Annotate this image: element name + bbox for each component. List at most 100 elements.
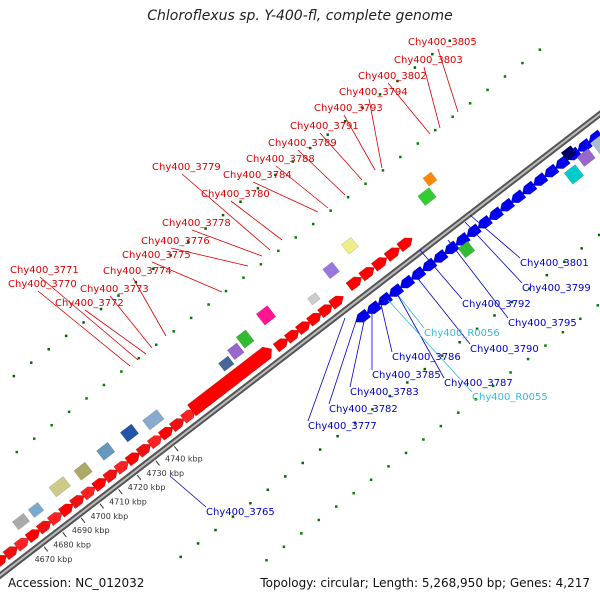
gene-label[interactable]: Chy400_3792 [462, 299, 531, 310]
gene-block [0, 554, 7, 568]
gene-block [457, 240, 476, 259]
gene-label[interactable]: Chy400_3795 [508, 318, 577, 329]
gene-label[interactable]: Chy400_3789 [268, 138, 337, 149]
gene-label[interactable]: Chy400_3779 [152, 162, 221, 173]
gene-label[interactable]: Chy400_3774 [103, 266, 172, 277]
gc-dot [434, 128, 437, 132]
gene-block [521, 180, 538, 195]
gene-block [399, 274, 416, 289]
gene-label[interactable]: Chy400_3790 [470, 344, 539, 355]
gc-dot [221, 213, 225, 217]
gene-block [272, 338, 289, 353]
leader-line [387, 82, 431, 135]
gc-dot [416, 142, 420, 145]
gene-label[interactable]: Chy400_3778 [162, 218, 231, 229]
gene-label[interactable]: Chy400_R0055 [472, 392, 548, 403]
gene-label[interactable]: Chy400_3770 [8, 279, 77, 290]
backbone-highlight [0, 112, 600, 577]
gc-dot [396, 79, 399, 83]
gc-dot [545, 273, 549, 277]
map-title: Chloroflexus sp. Y-400-fl, complete geno… [147, 8, 453, 24]
gene-label[interactable]: Chy400_3801 [520, 258, 589, 269]
gc-dot [311, 222, 315, 226]
gene-label[interactable]: Chy400_3777 [308, 421, 377, 432]
gc-dot [413, 66, 417, 69]
leader-line [275, 165, 329, 209]
gene-label[interactable]: Chy400_3799 [522, 283, 591, 294]
scale-tick-mark [80, 517, 86, 524]
gc-dot [224, 289, 228, 293]
gc-dot [371, 408, 374, 411]
genome-backbone [0, 110, 600, 580]
gc-dot [423, 367, 427, 371]
gene-block [590, 135, 600, 154]
gc-dot [509, 371, 512, 374]
gc-dot [32, 437, 36, 440]
gene-block [91, 477, 107, 492]
gc-dot [387, 465, 390, 468]
gc-dot [12, 374, 16, 378]
gene-label[interactable]: Chy400_3785 [372, 370, 441, 381]
gc-dot [117, 294, 120, 297]
gc-dot [538, 48, 542, 51]
gene-block [73, 461, 93, 481]
gene-block [307, 292, 321, 306]
gene-label[interactable]: Chy400_3771 [10, 265, 79, 276]
leader-line [169, 475, 207, 508]
leader-line [84, 309, 147, 355]
gene-block [544, 163, 560, 178]
gene-label[interactable]: Chy400_3773 [80, 284, 149, 295]
gene-label[interactable]: Chy400_3765 [206, 507, 275, 518]
gc-dot [596, 304, 600, 307]
gc-dot [451, 115, 454, 118]
gc-dot [475, 327, 479, 331]
gc-dot [440, 354, 444, 357]
gene-block [410, 265, 427, 280]
gene-label[interactable]: Chy400_3802 [358, 71, 427, 82]
leader-line [387, 299, 473, 393]
scale-tick-label: 4670 kbp [35, 555, 73, 564]
leader-line [151, 261, 223, 293]
gene-label[interactable]: Chy400_3786 [392, 352, 461, 363]
gene-label[interactable]: Chy400_3787 [444, 378, 513, 389]
gene-label[interactable]: Chy400_3783 [350, 387, 419, 398]
gene-block [35, 520, 52, 535]
gene-label[interactable]: Chy400_3782 [329, 404, 398, 415]
gene-label[interactable]: Chy400_3805 [408, 37, 477, 48]
gene-block [186, 346, 272, 417]
gc-dot [231, 515, 235, 518]
leader-line [368, 98, 383, 169]
scale-tick-label: 4680 kbp [53, 540, 91, 549]
gene-label[interactable]: Chy400_3794 [339, 87, 408, 98]
gene-label[interactable]: Chy400_3784 [223, 170, 292, 181]
gene-label[interactable]: Chy400_3776 [141, 236, 210, 247]
gene-label[interactable]: Chy400_3780 [201, 189, 270, 200]
gene-block [218, 355, 235, 372]
gene-block [24, 529, 41, 544]
gene-block [135, 443, 152, 458]
gene-label[interactable]: Chy400_3791 [290, 121, 359, 132]
gene-block [146, 435, 163, 450]
gc-dot [179, 555, 182, 559]
gc-dot [282, 545, 286, 549]
gene-label[interactable]: Chy400_R0056 [424, 328, 500, 339]
leader-line [379, 299, 393, 353]
gene-block [57, 503, 74, 518]
gene-label[interactable]: Chy400_3775 [122, 250, 191, 261]
gc-dot [369, 478, 373, 481]
gc-dot [579, 317, 582, 321]
gc-dot [493, 314, 496, 317]
gene-label[interactable]: Chy400_3772 [55, 298, 124, 309]
leader-line [132, 277, 167, 337]
gc-dot [214, 528, 217, 532]
leader-line [469, 214, 521, 259]
gene-block [12, 512, 30, 531]
gene-label[interactable]: Chy400_3788 [246, 154, 315, 165]
gc-dot [364, 182, 367, 186]
leader-line [181, 173, 271, 251]
gene-block [433, 248, 449, 263]
gene-label[interactable]: Chy400_3793 [314, 103, 383, 114]
gc-dot [30, 361, 33, 364]
gene-label[interactable]: Chy400_3803 [394, 55, 463, 66]
